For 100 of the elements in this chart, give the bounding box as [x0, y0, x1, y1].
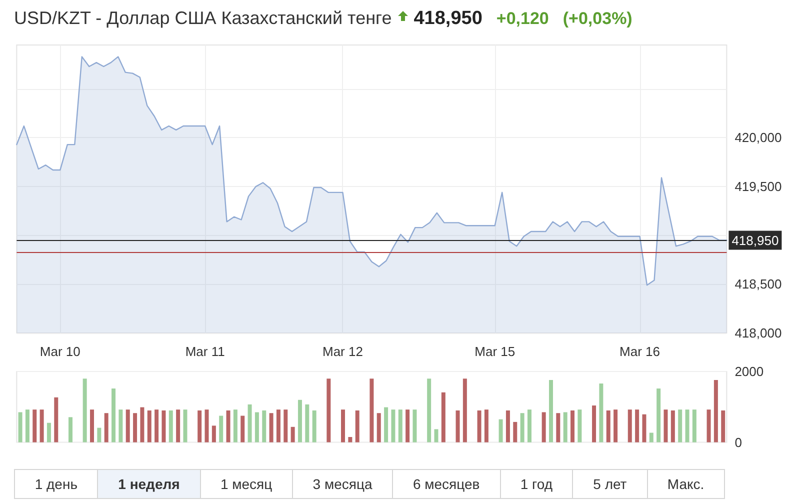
bar — [219, 416, 224, 442]
bar — [82, 378, 87, 442]
bar — [168, 410, 173, 442]
text: 5 лет — [572, 470, 647, 498]
bar — [32, 410, 37, 442]
bar — [664, 410, 668, 442]
bar — [118, 410, 123, 442]
bar — [714, 380, 718, 442]
bar — [233, 410, 238, 442]
bar — [391, 410, 396, 442]
bar — [606, 410, 610, 442]
bar — [126, 410, 130, 442]
bar — [46, 422, 51, 442]
bar — [642, 414, 646, 442]
y-tick-label: 419,500 — [734, 179, 782, 194]
bar — [90, 410, 94, 442]
bar — [290, 426, 295, 442]
ref-line-label: 418,950 — [732, 232, 779, 248]
bar — [18, 412, 22, 442]
bar — [370, 378, 374, 442]
bar — [649, 432, 654, 442]
text: 1 день — [34, 475, 78, 494]
bar — [198, 410, 202, 442]
bar — [212, 426, 216, 442]
bar — [162, 410, 166, 442]
bar — [112, 388, 116, 442]
bar — [542, 412, 546, 442]
bar — [97, 428, 102, 442]
text: 1 неделя — [97, 470, 200, 498]
bar — [176, 410, 180, 442]
bar — [25, 410, 30, 442]
bar — [269, 413, 274, 442]
bar — [104, 413, 108, 442]
bar — [183, 410, 188, 442]
bar — [556, 413, 560, 442]
bar — [355, 410, 360, 442]
bar — [54, 397, 58, 442]
text: 3 месяца — [292, 470, 392, 498]
bar — [40, 410, 44, 442]
text: +0,120 — [496, 9, 549, 29]
bar — [284, 410, 288, 442]
chart-title: USD/KZT - Доллар США Казахстанский тенге — [14, 8, 392, 29]
bar — [276, 410, 280, 442]
x-tick-label: Mar 12 — [322, 344, 363, 359]
bar — [204, 410, 209, 442]
bar — [628, 410, 632, 442]
bar — [462, 378, 467, 442]
bar — [527, 410, 532, 442]
x-tick-label: Mar 10 — [40, 344, 80, 359]
text: Макс. — [646, 470, 724, 498]
text: 418,950 — [414, 8, 482, 30]
bar — [599, 384, 604, 442]
bar — [456, 410, 460, 442]
bar — [312, 410, 316, 442]
bar — [348, 436, 352, 442]
bar — [614, 410, 618, 442]
bar — [398, 410, 402, 442]
bar — [656, 388, 661, 442]
y-tick-label: 418,000 — [734, 326, 782, 340]
text: 1 год — [500, 470, 572, 498]
text: (+0,03%) — [562, 9, 632, 29]
bar — [68, 417, 72, 442]
bar — [635, 410, 640, 442]
bar — [678, 410, 682, 442]
bar — [570, 410, 575, 442]
bar — [133, 413, 138, 442]
bar — [721, 410, 726, 442]
bar — [692, 410, 696, 442]
bar — [140, 407, 144, 442]
bar — [578, 410, 582, 442]
bar — [147, 410, 152, 442]
text: 1 месяц — [200, 470, 292, 498]
y-tick-label: 0 — [734, 434, 742, 450]
bar — [406, 410, 410, 442]
bar — [254, 412, 259, 442]
y-tick-label: 2000 — [734, 364, 764, 379]
bar — [262, 410, 266, 442]
y-tick-label: 420,000 — [734, 130, 782, 146]
bar — [506, 410, 510, 442]
bar — [441, 392, 446, 442]
bar — [434, 429, 438, 442]
bar — [298, 400, 302, 442]
bar — [670, 410, 675, 442]
bar — [685, 410, 690, 442]
bar — [498, 419, 503, 442]
bar — [326, 378, 331, 442]
bar — [240, 416, 245, 442]
bar — [563, 412, 568, 442]
bar — [484, 410, 488, 442]
x-tick-label: Mar 15 — [474, 344, 516, 359]
bar — [513, 422, 518, 442]
bar — [376, 413, 381, 442]
x-tick-label: Mar 11 — [185, 344, 225, 359]
bar — [226, 410, 230, 442]
bar — [154, 410, 159, 442]
bar — [305, 404, 310, 442]
bar — [248, 404, 252, 442]
bar — [548, 380, 553, 442]
bar — [412, 410, 417, 442]
bar — [384, 407, 388, 442]
